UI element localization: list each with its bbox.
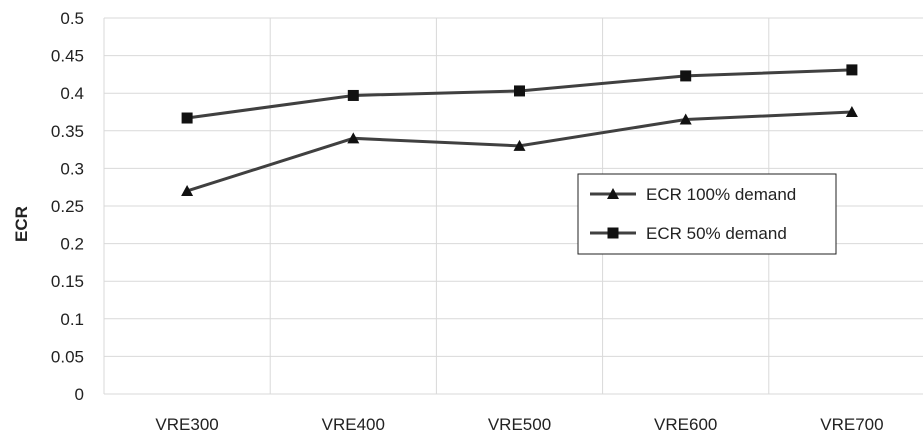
y-tick-label: 0.15: [51, 272, 84, 291]
legend-entry: ECR 100% demand: [590, 185, 796, 204]
y-tick-label: 0.4: [60, 84, 84, 103]
y-tick-label: 0.2: [60, 235, 84, 254]
y-tick-labels: 0 0.05 0.1 0.15 0.2 0.25 0.3 0.35 0.4 0.45 0.5: [51, 9, 84, 404]
y-tick-label: 0.1: [60, 310, 84, 329]
gridlines: [103, 17, 923, 395]
data-point: [680, 70, 692, 82]
y-tick-label: 0.45: [51, 47, 84, 66]
legend-entry: ECR 50% demand: [590, 224, 787, 243]
series-2: [181, 64, 858, 124]
y-tick-label: 0.3: [60, 159, 84, 178]
data-point: [513, 139, 526, 151]
data-point: [679, 113, 692, 125]
y-tick-label: 0: [75, 385, 84, 404]
series-1: [181, 106, 858, 196]
data-point: [181, 184, 194, 196]
legend-label: ECR 100% demand: [646, 185, 796, 204]
x-tick-label: VRE600: [654, 415, 717, 434]
legend-marker: [607, 227, 619, 239]
legend-box: [577, 173, 837, 255]
y-tick-label: 0.05: [51, 347, 84, 366]
data-point: [347, 132, 360, 144]
y-tick-label: 0.5: [60, 9, 84, 28]
data-point: [845, 106, 858, 117]
data-point: [514, 85, 525, 97]
x-tick-label: VRE400: [322, 415, 385, 434]
legend-marker: [607, 188, 619, 199]
legend-label: ECR 50% demand: [646, 224, 787, 243]
x-tick-labels: VRE300 VRE400 VRE500 VRE600 VRE700: [155, 415, 883, 434]
data-point: [846, 64, 858, 76]
y-tick-label: 0.35: [51, 122, 84, 141]
data-point: [347, 89, 359, 101]
y-tick-label: 0.25: [51, 197, 84, 216]
data-point: [181, 112, 193, 124]
series-lines: [181, 64, 858, 196]
y-axis-title: ECR: [12, 206, 31, 242]
legend: ECR 100% demand ECR 50% demand: [577, 173, 837, 255]
legend-items: ECR 100% demand ECR 50% demand: [590, 185, 796, 243]
x-tick-label: VRE500: [488, 415, 551, 434]
x-tick-label: VRE300: [155, 415, 218, 434]
x-tick-label: VRE700: [820, 415, 883, 434]
